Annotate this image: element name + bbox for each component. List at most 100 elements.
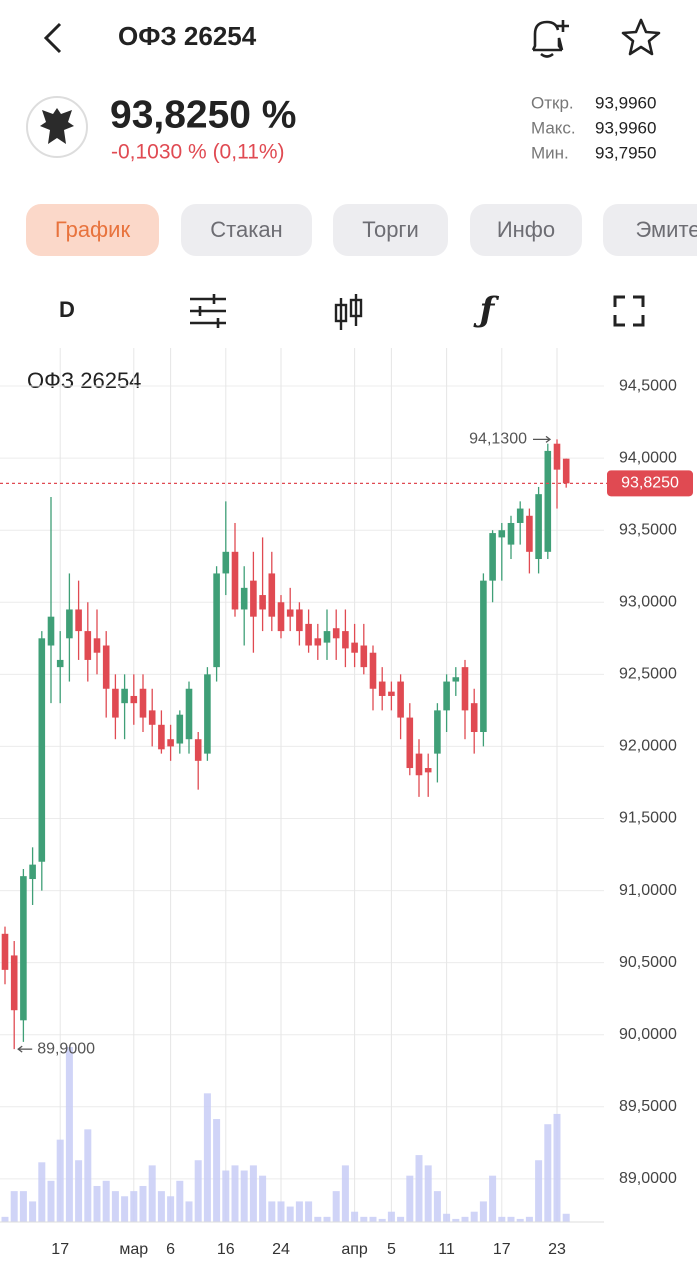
candle-body <box>323 631 331 643</box>
candle-body <box>526 515 533 552</box>
volume-bar <box>121 1196 129 1222</box>
candle-body <box>397 681 404 718</box>
candle-body <box>139 688 147 718</box>
tab[interactable]: Торги <box>333 204 448 256</box>
tab-label: Торги <box>362 217 419 242</box>
candle-body <box>121 688 128 704</box>
x-tick-label: апр <box>341 1241 368 1258</box>
volume-bar <box>360 1216 368 1222</box>
volume-bar <box>240 1170 248 1222</box>
volume-bar <box>130 1191 138 1222</box>
candle-body <box>516 508 524 523</box>
x-tick-label: 16 <box>217 1241 235 1258</box>
volume-bar <box>84 1129 92 1222</box>
stat-label: Откр. <box>531 93 574 112</box>
volume-bar <box>29 1201 37 1222</box>
candle-body <box>535 494 542 560</box>
tab-background <box>470 204 582 256</box>
min-label: 89,9000 <box>37 1040 95 1057</box>
y-tick-label: 93,0000 <box>619 593 677 610</box>
candle-body <box>277 602 285 632</box>
volume-bar <box>314 1216 322 1222</box>
interval-button[interactable]: D <box>59 297 75 322</box>
candle-body <box>434 710 441 754</box>
y-tick-label: 92,0000 <box>619 738 677 755</box>
back-button[interactable] <box>43 22 62 54</box>
candle-body <box>56 659 64 668</box>
volume-bar <box>516 1218 524 1222</box>
volume-bar <box>489 1175 497 1222</box>
indicators-button[interactable]: ƒ <box>473 290 500 330</box>
stat-value: 93,9960 <box>595 93 656 112</box>
candle-body <box>388 691 395 696</box>
volume-bar <box>10 1191 18 1222</box>
tab[interactable]: График <box>26 204 159 256</box>
volume-bar <box>65 1047 73 1222</box>
volume-bar <box>93 1185 101 1222</box>
chart-type-button[interactable] <box>334 294 363 330</box>
volume-bar <box>19 1191 27 1222</box>
candle-body <box>167 739 174 747</box>
candle-body <box>75 609 82 632</box>
volume-bar <box>139 1185 147 1222</box>
candle-body <box>1 933 9 970</box>
volume-bar <box>369 1216 377 1222</box>
volume-bar <box>75 1160 83 1222</box>
max-arrowhead <box>545 435 552 443</box>
y-tick-label: 94,5000 <box>619 377 677 394</box>
volume-bar <box>479 1201 487 1222</box>
x-tick-label: 11 <box>438 1241 455 1258</box>
candle-body <box>470 703 478 733</box>
volume-bar <box>424 1165 432 1222</box>
tab[interactable]: Эмите <box>603 204 697 256</box>
volume-bar <box>470 1211 478 1222</box>
min-arrowhead <box>17 1045 23 1053</box>
y-tick-label: 91,5000 <box>619 810 677 827</box>
candle-body <box>406 717 414 769</box>
volume-bar <box>38 1162 46 1222</box>
volume-bar <box>157 1191 165 1222</box>
candle-body <box>29 864 36 880</box>
candle-body <box>452 677 460 682</box>
candle-body <box>443 681 450 711</box>
candle-body <box>176 714 184 744</box>
y-tick-label: 89,0000 <box>619 1170 677 1187</box>
candle-body <box>93 638 101 653</box>
tab-label: График <box>55 217 131 242</box>
tab[interactable]: Инфо <box>470 204 582 256</box>
stat-label: Макс. <box>531 118 576 137</box>
tab-background <box>26 204 159 256</box>
tab[interactable]: Стакан <box>181 204 312 256</box>
candle-body <box>250 580 257 617</box>
tab-background <box>181 204 312 256</box>
candle-body <box>259 595 266 610</box>
chart-title: ОФЗ 26254 <box>27 368 141 393</box>
volume-bar <box>341 1165 349 1222</box>
candle-body <box>461 667 469 711</box>
max-label: 94,1300 <box>469 431 527 448</box>
x-tick-label: мар <box>119 1241 148 1258</box>
settings-button[interactable] <box>190 294 226 328</box>
candle-body <box>351 642 358 653</box>
candle-body <box>47 616 55 646</box>
candle-body <box>213 573 220 668</box>
candle-body <box>10 955 18 1011</box>
candle-body <box>305 623 312 646</box>
favorite-button[interactable] <box>621 18 661 56</box>
alert-button[interactable] <box>531 20 569 58</box>
candle-body <box>489 533 496 581</box>
volume-bar <box>222 1170 230 1222</box>
candle-body <box>20 876 27 1021</box>
y-tick-label: 92,5000 <box>619 666 677 683</box>
candle-body <box>194 739 202 761</box>
candle-body <box>415 753 423 776</box>
volume-bar <box>406 1175 414 1222</box>
last-price-label: 93,8250 <box>621 475 679 492</box>
y-tick-label: 90,0000 <box>619 1026 677 1043</box>
issuer-logo <box>26 96 88 158</box>
volume-bar <box>185 1201 193 1222</box>
candle-body <box>314 638 322 646</box>
candle-body <box>231 551 239 610</box>
fullscreen-button[interactable] <box>613 295 645 327</box>
x-tick-label: 17 <box>51 1241 69 1258</box>
